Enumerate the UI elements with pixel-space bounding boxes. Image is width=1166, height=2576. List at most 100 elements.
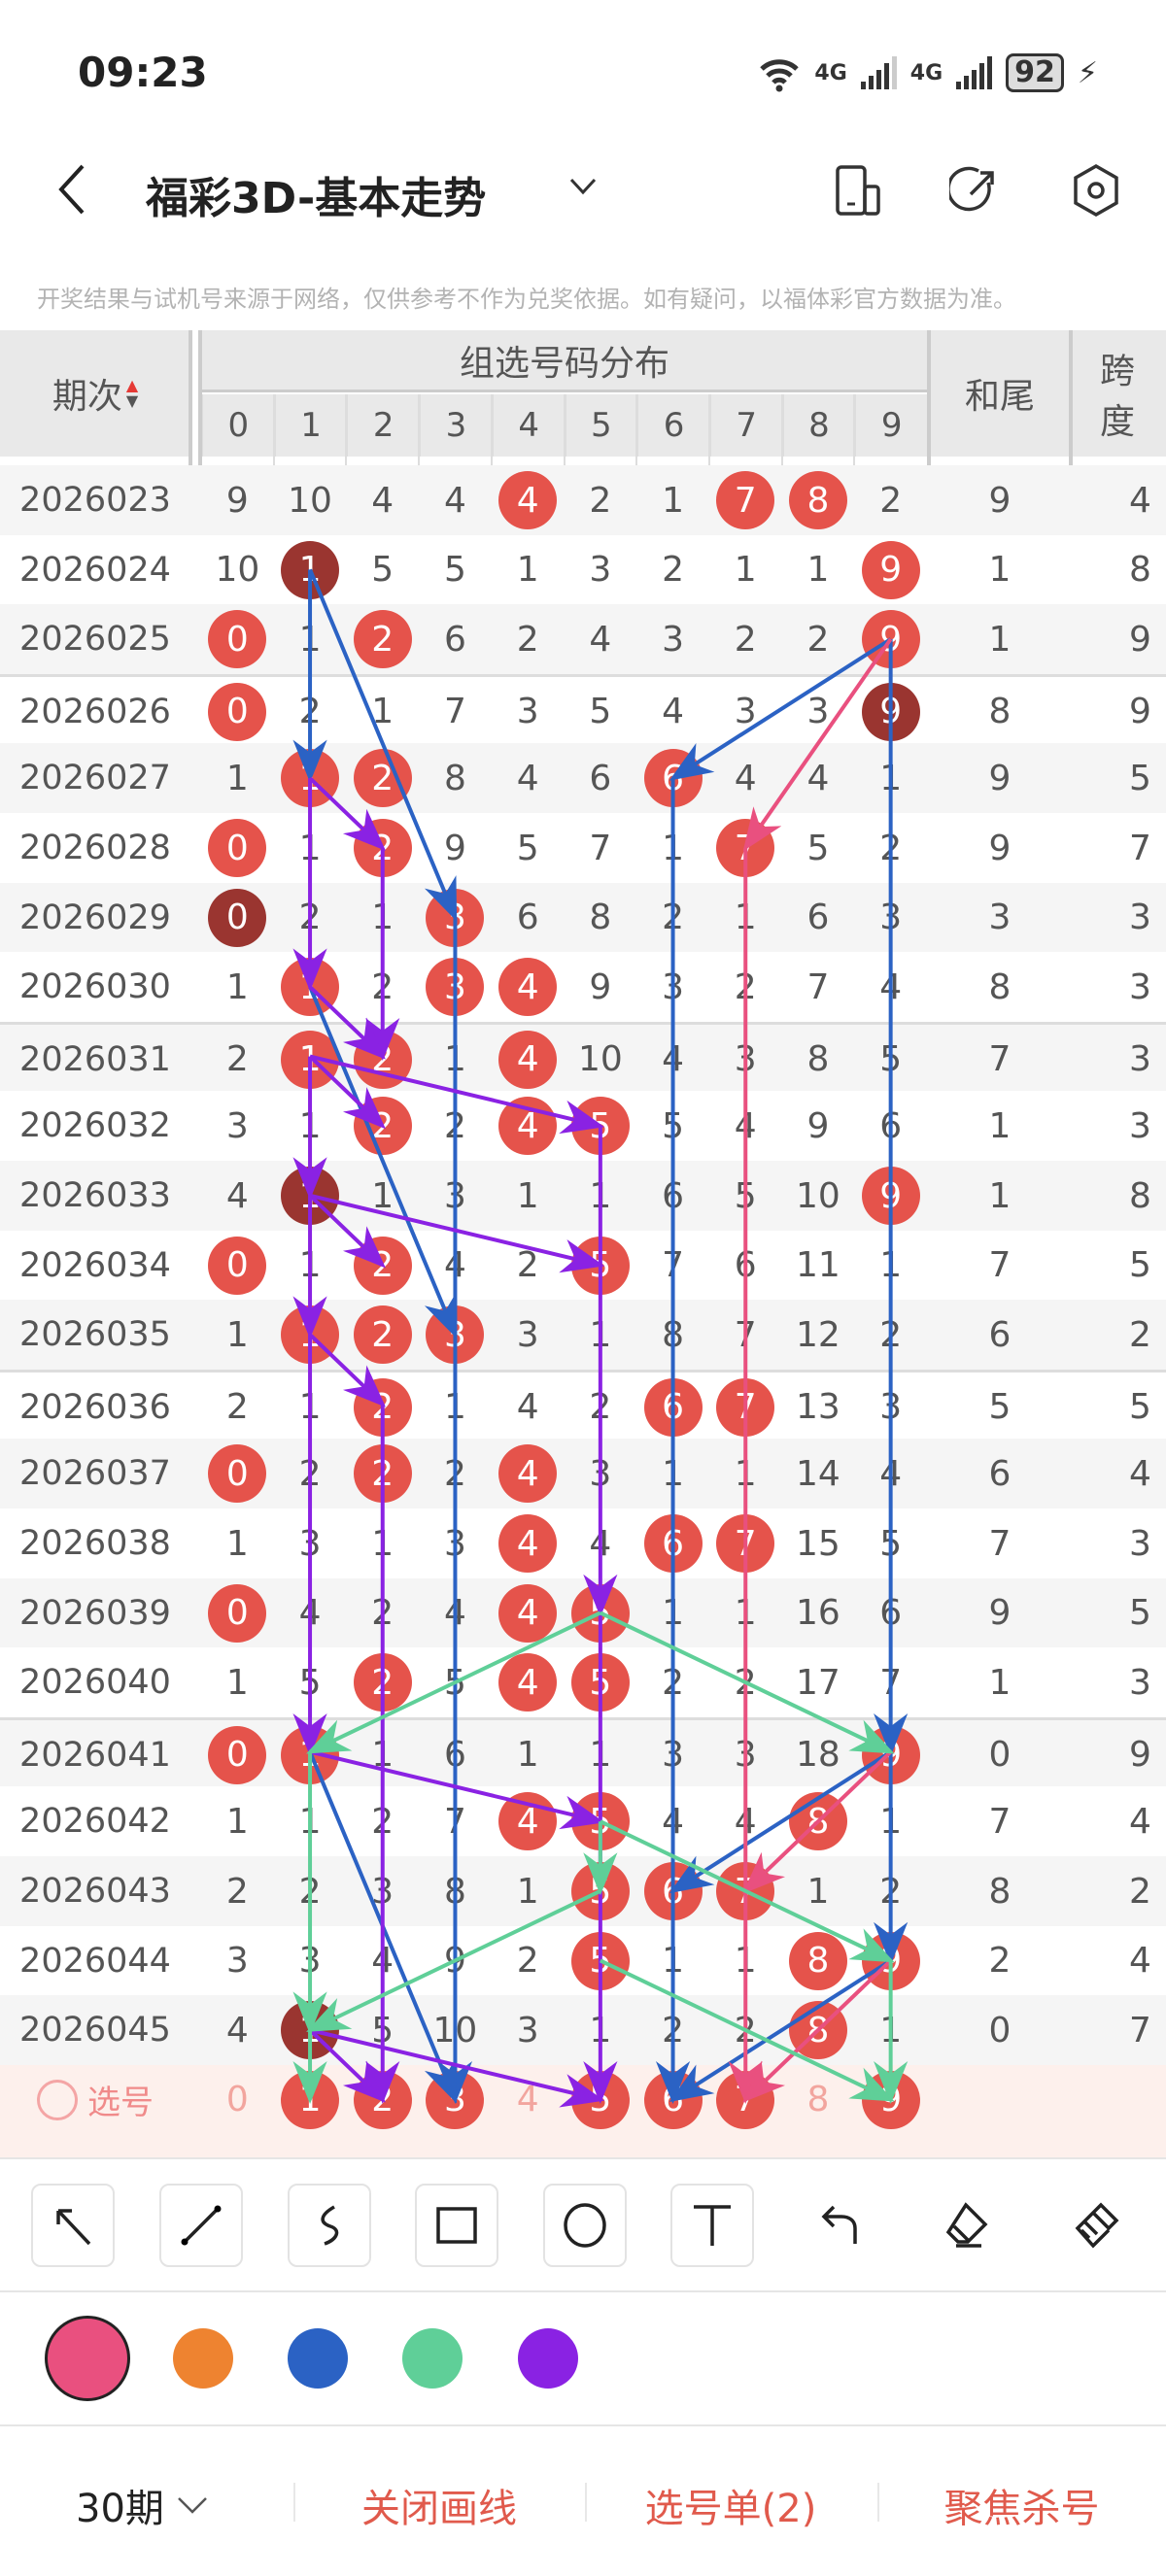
digit-cell-9: 9 xyxy=(854,535,927,605)
digit-cell-9: 2 xyxy=(879,480,903,521)
sum-tail-value: 6 xyxy=(988,1314,1012,1355)
eraser-button[interactable] xyxy=(925,2184,1009,2267)
table-row[interactable]: 20260410116113318909 xyxy=(0,1716,1166,1787)
select-digit-0[interactable]: 0 xyxy=(225,2080,249,2120)
clear-drawing-button[interactable] xyxy=(1054,2184,1138,2267)
drawn-arrow-green[interactable] xyxy=(599,1958,895,2102)
sort-icon[interactable]: ▲ ▼ xyxy=(125,376,139,410)
issue-number: 2026031 xyxy=(19,1039,171,1079)
dropdown-chevron-icon[interactable] xyxy=(568,170,598,204)
close-drawing-button[interactable]: 关闭画线 xyxy=(361,2487,517,2531)
select-digit-8[interactable]: 8 xyxy=(806,2080,830,2120)
select-digit-4[interactable]: 4 xyxy=(516,2080,539,2120)
back-chevron-icon[interactable] xyxy=(53,160,92,232)
drawn-arrow-blue[interactable] xyxy=(308,568,458,922)
table-row[interactable]: 20260390424451116695 xyxy=(0,1577,1166,1648)
color-swatch-blue[interactable] xyxy=(288,2328,348,2389)
drawn-arrow-purple[interactable] xyxy=(308,1194,386,1269)
drawn-arrow-purple[interactable] xyxy=(308,985,386,1060)
rectangle-icon xyxy=(436,2207,477,2244)
freehand-tool-button[interactable] xyxy=(288,2184,371,2267)
drawn-arrow-pink[interactable] xyxy=(742,1958,893,2103)
settings-icon[interactable] xyxy=(1069,163,1123,218)
digit-cell-0: 1 xyxy=(225,1523,249,1564)
share-icon[interactable] xyxy=(947,163,1002,218)
text-tool-button[interactable] xyxy=(670,2184,754,2267)
network-label-2: 4G xyxy=(909,60,943,85)
digit-header-6: 6 xyxy=(636,394,709,457)
table-row[interactable]: 20260241015513211918 xyxy=(0,534,1166,605)
undo-button[interactable] xyxy=(799,2184,882,2267)
table-row[interactable]: 2026032312245549613 xyxy=(0,1091,1166,1161)
sum-tail-value: 9 xyxy=(988,480,1012,521)
drawn-arrow-purple[interactable] xyxy=(308,776,386,851)
digit-cell-2: 4 xyxy=(371,480,394,521)
drawn-arrow-purple[interactable] xyxy=(309,1193,605,1273)
table-row[interactable]: 2026044334925118924 xyxy=(0,1925,1166,1996)
hit-ball: 0 xyxy=(208,819,267,877)
color-swatch-green[interactable] xyxy=(402,2328,463,2389)
color-swatch-pink[interactable] xyxy=(45,2316,130,2401)
hit-ball: 4 xyxy=(498,1514,558,1573)
radio-circle-icon[interactable] xyxy=(37,2079,78,2120)
sum-tail-value: 7 xyxy=(988,1039,1012,1080)
drawn-arrow-blue[interactable] xyxy=(669,1958,892,2102)
select-label[interactable]: 选号 xyxy=(0,2065,190,2135)
color-swatch-orange[interactable] xyxy=(173,2328,233,2389)
drawn-arrow-green[interactable] xyxy=(599,1610,895,1754)
drawn-arrow-green[interactable] xyxy=(306,1888,601,2032)
drawn-arrow-pink[interactable] xyxy=(742,637,893,852)
drawing-overlay xyxy=(292,568,909,2108)
digit-cell-4: 3 xyxy=(516,2010,539,2051)
drawn-arrow-blue[interactable] xyxy=(308,986,458,1339)
drawn-arrow-blue[interactable] xyxy=(669,637,892,781)
signal-icon xyxy=(956,56,993,89)
drawn-arrow-green[interactable] xyxy=(599,1819,895,1963)
table-row[interactable]: 2026025012624322919 xyxy=(0,604,1166,674)
issue-number: 2026040 xyxy=(19,1663,171,1703)
table-row[interactable]: 2026028012957175297 xyxy=(0,813,1166,883)
issue-column-header[interactable]: 期次 ▲ ▼ xyxy=(0,330,190,457)
drawn-arrow-purple[interactable] xyxy=(308,1055,386,1130)
digit-cell-4: 2 xyxy=(516,1245,539,1286)
table-row[interactable]: 20260381313446715573 xyxy=(0,1508,1166,1578)
drawn-arrow-purple[interactable] xyxy=(308,2028,386,2103)
digit-header-7: 7 xyxy=(708,394,782,457)
digit-cell-0: 2 xyxy=(225,1387,249,1428)
drawn-arrow-blue[interactable] xyxy=(669,1749,892,1894)
table-row[interactable]: 20260454151031228107 xyxy=(0,1995,1166,2065)
table-row[interactable]: 2026026021735433989 xyxy=(0,673,1166,744)
drawn-arrow-purple[interactable] xyxy=(309,1054,605,1135)
drawn-arrow-purple[interactable] xyxy=(308,1333,386,1407)
arrow-tool-button[interactable] xyxy=(31,2184,115,2267)
digit-cell-4: 4 xyxy=(516,1387,539,1428)
table-row[interactable]: 20260362121426713355 xyxy=(0,1369,1166,1440)
drawn-arrow-purple[interactable] xyxy=(309,2028,605,2108)
sum-tail-value: 1 xyxy=(988,619,1012,660)
pick-list-button[interactable]: 选号单(2) xyxy=(644,2487,817,2531)
hit-ball: 8 xyxy=(788,1931,847,1990)
drawn-arrow-pink[interactable] xyxy=(742,1750,893,1894)
line-tool-button[interactable] xyxy=(159,2184,243,2267)
device-icon[interactable] xyxy=(831,163,885,218)
sum-tail-value: 8 xyxy=(988,1871,1012,1912)
circle-tool-button[interactable] xyxy=(543,2184,627,2267)
hit-ball: 4 xyxy=(498,471,558,529)
hit-ball: 0 xyxy=(208,1236,267,1295)
table-row[interactable]: 20260334113116510918 xyxy=(0,1161,1166,1231)
digit-cell-4: 4 xyxy=(492,952,565,1022)
rectangle-tool-button[interactable] xyxy=(415,2184,498,2267)
digit-cell-4: 4 xyxy=(492,1647,565,1717)
color-swatch-purple[interactable] xyxy=(518,2328,578,2389)
digit-cell-2: 5 xyxy=(371,550,394,591)
table-row[interactable]: 2026023 9 10 4 4 4 2 1 7 8 2 9 4 xyxy=(0,465,1166,535)
digit-cell-8: 1 xyxy=(806,550,830,591)
focus-kill-button[interactable]: 聚焦杀号 xyxy=(943,2487,1100,2531)
drawn-arrow-green[interactable] xyxy=(306,1610,601,1754)
period-select[interactable]: 30期 xyxy=(76,2477,209,2533)
drawn-arrow-purple[interactable] xyxy=(309,1749,605,1830)
digit-cell-8: 5 xyxy=(806,828,830,868)
page-title[interactable]: 福彩3D-基本走势 xyxy=(146,174,487,223)
issue-number: 2026033 xyxy=(19,1176,171,1215)
